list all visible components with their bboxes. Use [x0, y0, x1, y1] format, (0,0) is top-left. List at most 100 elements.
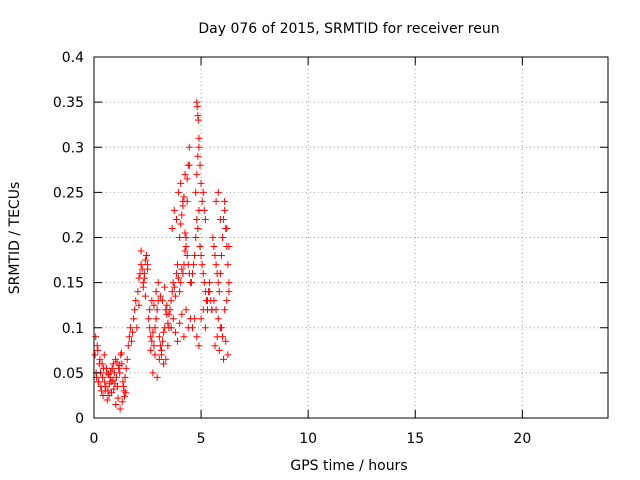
data-point	[210, 243, 218, 251]
data-point	[151, 351, 159, 359]
data-point	[149, 369, 157, 377]
data-point	[167, 297, 175, 305]
data-point	[154, 279, 162, 287]
data-point	[225, 243, 233, 251]
data-point	[180, 333, 188, 341]
data-point	[175, 274, 183, 282]
data-point	[175, 188, 183, 196]
data-point	[97, 382, 105, 390]
data-point	[181, 229, 189, 237]
data-point	[217, 324, 225, 332]
data-point	[122, 364, 130, 372]
data-point	[94, 346, 102, 354]
data-point	[171, 292, 179, 300]
data-point	[159, 337, 167, 345]
data-point	[183, 252, 191, 260]
data-point	[137, 261, 145, 269]
data-point	[165, 310, 173, 318]
data-point	[127, 337, 135, 345]
data-point	[191, 252, 199, 260]
data-point	[199, 306, 207, 314]
data-point	[122, 389, 130, 397]
data-point	[107, 367, 115, 375]
data-point	[224, 261, 232, 269]
y-tick-label: 0.25	[53, 185, 84, 201]
data-point	[181, 247, 189, 255]
data-point	[166, 306, 174, 314]
data-point	[107, 378, 115, 386]
data-point	[142, 252, 150, 260]
data-point	[151, 324, 159, 332]
data-point	[178, 265, 186, 273]
data-point	[183, 197, 191, 205]
data-point	[223, 297, 231, 305]
data-point	[180, 193, 188, 201]
data-point	[194, 152, 202, 160]
data-point	[147, 333, 155, 341]
data-point	[113, 358, 121, 366]
data-points	[91, 98, 233, 413]
data-point	[147, 346, 155, 354]
data-point	[125, 333, 133, 341]
data-point	[99, 373, 107, 381]
data-point	[225, 279, 233, 287]
data-point	[199, 188, 207, 196]
data-point	[101, 378, 109, 386]
x-axis-label: GPS time / hours	[290, 458, 407, 474]
data-point	[177, 220, 185, 228]
data-point	[206, 279, 214, 287]
data-point	[209, 234, 217, 241]
data-point	[222, 337, 230, 345]
data-point	[174, 337, 182, 345]
data-point	[182, 234, 190, 241]
data-point	[181, 170, 189, 178]
data-point	[182, 306, 190, 314]
data-point	[146, 306, 154, 314]
data-point	[187, 279, 195, 287]
data-point	[197, 179, 205, 187]
data-point	[212, 306, 220, 314]
data-point	[159, 297, 167, 305]
data-point	[117, 349, 125, 357]
data-point	[112, 400, 120, 408]
data-point	[126, 324, 134, 332]
data-point	[144, 261, 152, 269]
data-point	[153, 373, 161, 381]
data-point	[199, 270, 207, 278]
data-point	[201, 215, 209, 223]
data-point	[120, 382, 128, 390]
data-point	[171, 328, 179, 336]
data-point	[101, 387, 109, 395]
data-point	[109, 376, 117, 384]
data-point	[100, 351, 108, 359]
data-point	[195, 143, 203, 151]
data-point	[196, 161, 204, 169]
data-point	[216, 270, 224, 278]
data-point	[120, 392, 128, 400]
data-point	[214, 188, 222, 196]
data-point	[103, 396, 111, 404]
data-point	[211, 342, 219, 350]
data-point	[164, 319, 172, 327]
data-point	[168, 288, 176, 296]
data-point	[134, 288, 142, 296]
y-axis-label: SRMTID / TECUs	[7, 182, 23, 295]
data-point	[118, 398, 126, 406]
data-point	[155, 355, 163, 363]
data-point	[194, 116, 202, 124]
y-tick-label: 0.15	[53, 276, 84, 292]
data-point	[182, 243, 190, 251]
data-point	[93, 342, 101, 350]
y-tick-label: 0.1	[62, 321, 84, 337]
data-point	[129, 328, 137, 336]
data-point	[172, 215, 180, 223]
data-point	[102, 364, 110, 372]
data-point	[193, 170, 201, 178]
data-point	[170, 206, 178, 214]
x-tick-label: 15	[406, 431, 424, 447]
data-point	[95, 378, 103, 386]
y-tick-label: 0.2	[62, 231, 84, 247]
data-point	[185, 143, 193, 151]
data-point	[130, 315, 138, 323]
data-point	[214, 315, 222, 323]
